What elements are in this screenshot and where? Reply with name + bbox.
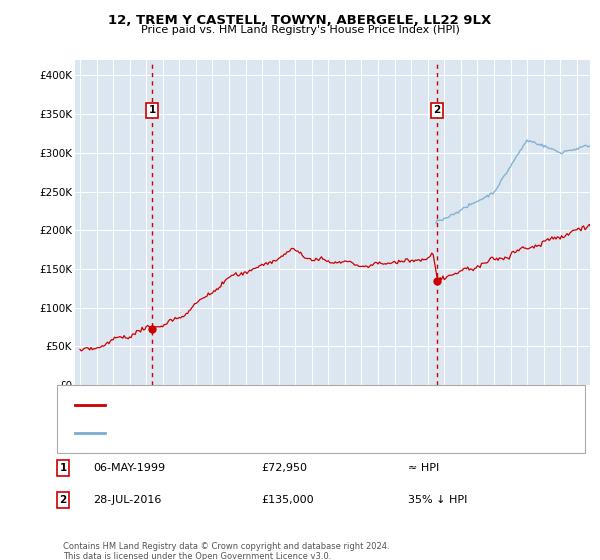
Text: HPI: Average price, detached house, Conwy: HPI: Average price, detached house, Conw… [114,428,342,438]
Text: 1: 1 [59,463,67,473]
Text: Contains HM Land Registry data © Crown copyright and database right 2024.
This d: Contains HM Land Registry data © Crown c… [63,542,389,560]
Text: 1: 1 [148,105,155,115]
Text: £135,000: £135,000 [261,495,314,505]
Text: 35% ↓ HPI: 35% ↓ HPI [408,495,467,505]
Text: ≈ HPI: ≈ HPI [408,463,439,473]
Text: 12, TREM Y CASTELL, TOWYN, ABERGELE, LL22 9LX: 12, TREM Y CASTELL, TOWYN, ABERGELE, LL2… [109,14,491,27]
Text: £72,950: £72,950 [261,463,307,473]
Text: 28-JUL-2016: 28-JUL-2016 [93,495,161,505]
Text: 12, TREM Y CASTELL, TOWYN, ABERGELE, LL22 9LX (detached house): 12, TREM Y CASTELL, TOWYN, ABERGELE, LL2… [114,400,476,410]
Text: 2: 2 [434,105,441,115]
Text: 2: 2 [59,495,67,505]
Text: 06-MAY-1999: 06-MAY-1999 [93,463,165,473]
Text: Price paid vs. HM Land Registry's House Price Index (HPI): Price paid vs. HM Land Registry's House … [140,25,460,35]
